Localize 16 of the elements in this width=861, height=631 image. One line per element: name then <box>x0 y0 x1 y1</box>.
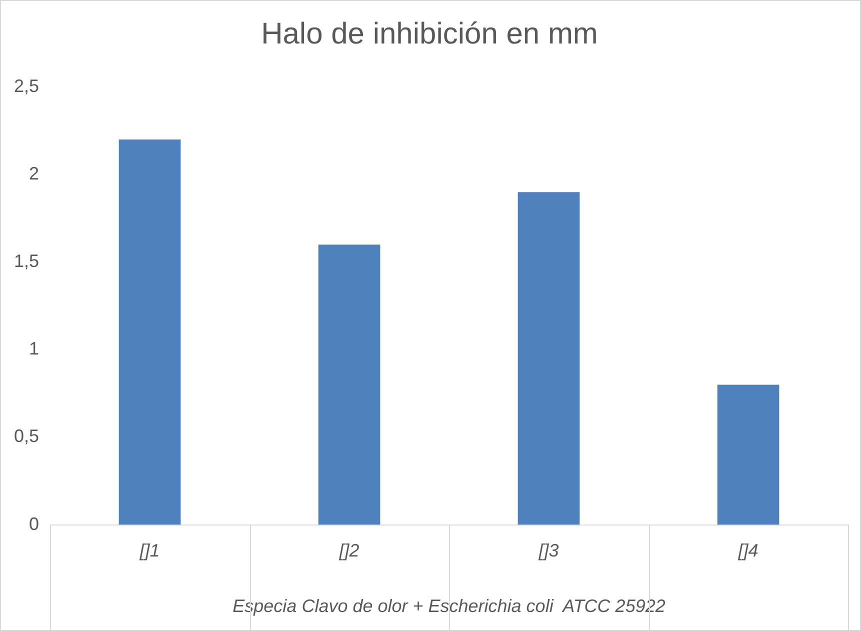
x-tick-label: []2 <box>338 540 360 561</box>
y-tick-label: 1,5 <box>14 251 40 272</box>
bar <box>518 192 580 525</box>
chart-title: Halo de inhibición en mm <box>261 17 598 50</box>
y-tick-label: 2 <box>29 164 40 184</box>
y-tick-label: 1 <box>29 338 40 359</box>
x-tick-label: []1 <box>138 540 160 561</box>
x-tick-label: []3 <box>538 540 559 561</box>
y-tick-label: 0 <box>29 514 40 534</box>
bar <box>717 384 780 525</box>
x-axis-title: Especia Clavo de olor + Escherichia coli ATCC 25922 <box>232 596 666 616</box>
bar <box>318 244 380 525</box>
x-tick-label: []4 <box>737 540 758 561</box>
y-tick-label: 2,5 <box>14 76 40 96</box>
y-tick-label: 0,5 <box>14 426 40 446</box>
bar <box>118 140 181 525</box>
